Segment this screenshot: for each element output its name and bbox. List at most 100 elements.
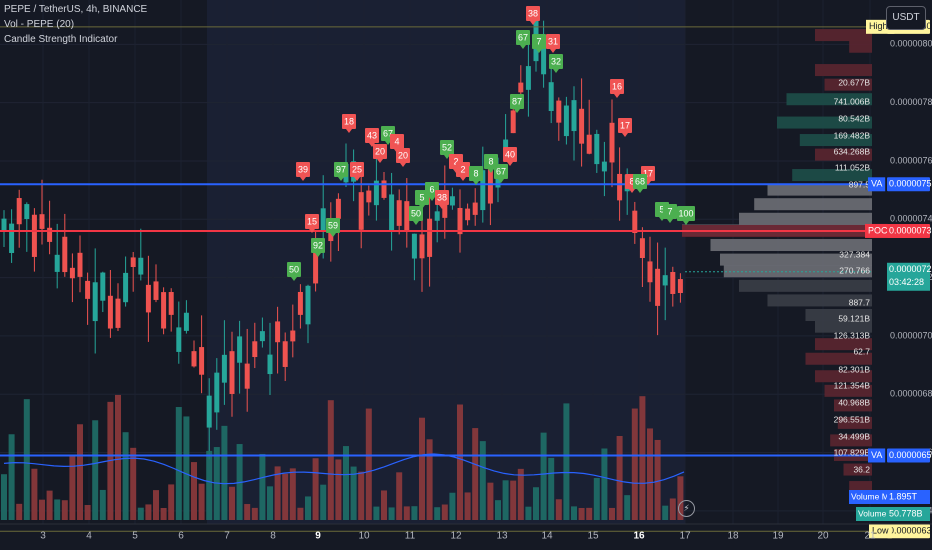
volume-profile-bar — [843, 463, 872, 476]
value-area-high-tag: VA — [871, 179, 882, 189]
candle-body — [594, 133, 600, 165]
strength-label-text: 20 — [398, 150, 408, 160]
volume-bar — [69, 455, 76, 520]
volume-profile-label: 36.2 — [853, 464, 870, 474]
volume-bar — [555, 499, 562, 520]
strength-label-pointer — [498, 179, 504, 183]
volume-profile-label: 80.542B — [838, 113, 870, 123]
strength-label-text: 32 — [551, 56, 561, 66]
volume-profile-bar — [815, 148, 872, 161]
strength-label-text: 87 — [512, 96, 522, 106]
strength-indicator-title[interactable]: Candle Strength Indicator — [4, 34, 118, 45]
volume-bar — [320, 484, 327, 520]
strength-label-box — [396, 148, 410, 163]
candle-body — [62, 236, 68, 273]
strength-label-text: 100 — [678, 208, 693, 218]
volume-bar — [84, 505, 91, 520]
x-axis-tick-label: 16 — [633, 531, 645, 542]
candle-body — [290, 330, 296, 342]
candle-body — [168, 292, 174, 315]
volume-bar — [403, 506, 410, 520]
strength-label-text: 5 — [419, 192, 424, 202]
volume-bar — [601, 448, 608, 520]
volume-bar — [396, 472, 403, 520]
volume-profile-label: 270.766 — [839, 265, 870, 275]
strength-label-pointer — [622, 133, 628, 137]
strength-label-pointer — [385, 141, 391, 145]
strength-label-text: 40 — [505, 149, 515, 159]
strength-label-text: 7 — [536, 36, 541, 46]
volume-bar — [92, 420, 99, 520]
candle-body — [130, 257, 136, 268]
last-price-badge: 0.00000722 — [889, 264, 932, 274]
candle-body — [427, 218, 433, 257]
volume-bar — [274, 466, 281, 520]
last-price-badge-bg — [887, 262, 930, 291]
strength-label-pointer — [429, 197, 435, 201]
candle-body — [313, 249, 319, 284]
strength-label-box — [409, 206, 423, 221]
volume-bar — [616, 435, 623, 520]
candle-body — [472, 202, 478, 215]
volume-ma-line — [3, 453, 685, 485]
volume-profile-label: 897.5 — [849, 179, 871, 189]
candle-body — [305, 285, 311, 325]
strength-label-box — [677, 206, 695, 221]
value-area-high-tag-bg — [868, 177, 886, 192]
volume-indicator-title[interactable]: Vol - PEPE (20) — [4, 19, 75, 30]
volume-bar — [434, 507, 441, 520]
volume-bar — [472, 428, 479, 520]
volume-ma-tag-bg — [849, 490, 887, 504]
volume-bar — [631, 408, 638, 520]
strength-label-box — [365, 128, 379, 143]
candle-body — [237, 336, 243, 363]
chart-legend: PEPE / TetherUS, 4h, BINANCE Vol - PEPE … — [4, 2, 147, 47]
volume-bar — [358, 471, 365, 520]
strength-label-box — [633, 174, 647, 189]
volume-profile-bar — [830, 434, 872, 447]
symbol-title[interactable]: PEPE / TetherUS, 4h, BINANCE — [4, 4, 148, 15]
volume-bar — [289, 468, 296, 520]
strength-label-box — [516, 30, 530, 45]
strength-label-pointer — [460, 177, 466, 181]
low-tag-bg — [869, 524, 892, 539]
strength-label-box — [456, 162, 470, 177]
strength-label-pointer — [330, 233, 336, 237]
x-axis-tick-label: 15 — [587, 531, 599, 542]
volume-bar — [388, 507, 395, 520]
strength-label-box — [494, 164, 508, 179]
volume-ma-tag: Volume MA — [851, 491, 895, 501]
x-axis-tick-label: 5 — [132, 531, 138, 542]
volume-profile-bar — [754, 198, 872, 211]
volume-bar — [350, 466, 357, 520]
lightning-icon[interactable]: ⚡ — [678, 500, 695, 517]
currency-button[interactable]: USDT — [886, 6, 926, 30]
volume-profile-bar — [849, 40, 872, 53]
volume-bar — [229, 486, 235, 520]
x-axis-tick-label: 11 — [405, 531, 416, 542]
volume-profile-label: 126.313B — [834, 330, 871, 340]
volume-bar — [593, 477, 600, 520]
candle-body — [282, 341, 288, 367]
volume-profile-bar — [815, 29, 872, 42]
strength-label-text: 18 — [344, 116, 354, 126]
volume-bar — [669, 498, 676, 520]
strength-label-pointer — [550, 49, 556, 53]
low-price-badge-bg — [887, 524, 930, 539]
volume-bar — [335, 459, 342, 520]
candle-body — [662, 275, 668, 286]
volume-bar — [282, 473, 289, 520]
volume-bar — [130, 447, 137, 520]
x-axis-tick-label: 14 — [541, 531, 553, 542]
volume-bar — [411, 506, 418, 520]
candle-body — [297, 291, 303, 315]
candle-body — [183, 312, 189, 331]
candle-body — [229, 351, 235, 394]
candle-body — [145, 284, 151, 313]
strength-label-text: 38 — [528, 8, 538, 18]
candle-body — [206, 395, 212, 428]
